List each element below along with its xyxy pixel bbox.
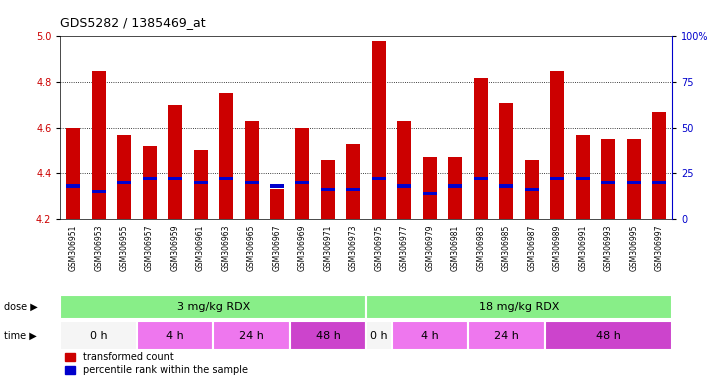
Text: GSM306973: GSM306973 [349,225,358,271]
Bar [525,160,539,219]
Bar [392,321,468,350]
Text: 4 h: 4 h [421,331,439,341]
Bar [366,321,392,350]
Text: GSM306965: GSM306965 [247,225,256,271]
Bar [219,177,233,180]
Text: 18 mg/kg RDX: 18 mg/kg RDX [479,302,560,312]
Text: time ▶: time ▶ [4,331,36,341]
Legend: transformed count, percentile rank within the sample: transformed count, percentile rank withi… [65,353,248,375]
Text: dose ▶: dose ▶ [4,302,37,312]
Text: GSM306993: GSM306993 [604,225,613,271]
Bar [652,181,666,184]
Bar [576,177,589,180]
Bar [60,295,366,319]
Bar [397,184,412,188]
Text: GSM306981: GSM306981 [451,225,460,271]
Text: GSM306997: GSM306997 [655,225,663,271]
Bar [321,188,335,191]
Bar [193,181,208,184]
Bar [602,139,615,219]
Bar [270,189,284,219]
Text: 24 h: 24 h [239,331,264,341]
Bar [168,177,182,180]
Bar [296,128,309,219]
Bar [346,144,360,219]
Bar [468,321,545,350]
Text: GSM306989: GSM306989 [552,225,562,271]
Text: GSM306975: GSM306975 [375,225,383,271]
Bar [296,181,309,184]
Bar [626,139,641,219]
Text: GSM306987: GSM306987 [528,225,536,271]
Text: GSM306963: GSM306963 [222,225,230,271]
Text: 0 h: 0 h [90,331,107,341]
Bar [117,181,131,184]
Text: GSM306951: GSM306951 [69,225,77,271]
Bar [137,321,213,350]
Bar [245,121,259,219]
Bar [372,177,386,180]
Bar [270,184,284,188]
Bar [474,177,488,180]
Bar [117,134,131,219]
Bar [423,192,437,195]
Text: 48 h: 48 h [596,331,621,341]
Text: GSM306961: GSM306961 [196,225,205,271]
Bar [66,128,80,219]
Bar [423,157,437,219]
Bar [626,181,641,184]
Bar [474,78,488,219]
Bar [245,181,259,184]
Text: 3 mg/kg RDX: 3 mg/kg RDX [176,302,250,312]
Bar [576,134,589,219]
Text: GSM306959: GSM306959 [171,225,180,271]
Text: GSM306969: GSM306969 [298,225,307,271]
Text: GDS5282 / 1385469_at: GDS5282 / 1385469_at [60,16,206,29]
Text: GSM306953: GSM306953 [94,225,103,271]
Text: 48 h: 48 h [316,331,341,341]
Bar [143,146,156,219]
Text: GSM306985: GSM306985 [502,225,510,271]
Bar [143,177,156,180]
Text: 0 h: 0 h [370,331,387,341]
Text: GSM306971: GSM306971 [324,225,333,271]
Bar [372,41,386,219]
Text: GSM306967: GSM306967 [272,225,282,271]
Text: GSM306983: GSM306983 [476,225,486,271]
Text: GSM306977: GSM306977 [400,225,409,271]
Bar [499,184,513,188]
Bar [92,190,106,193]
Bar [321,160,335,219]
Bar [219,93,233,219]
Bar [213,321,290,350]
Bar [602,181,615,184]
Text: GSM306995: GSM306995 [629,225,638,271]
Bar [366,295,672,319]
Bar [550,177,565,180]
Bar [168,105,182,219]
Bar [652,112,666,219]
Bar [550,71,565,219]
Bar [193,151,208,219]
Bar [545,321,672,350]
Bar [66,184,80,188]
Text: 4 h: 4 h [166,331,184,341]
Bar [449,157,462,219]
Bar [397,121,412,219]
Bar [60,321,137,350]
Bar [346,188,360,191]
Text: 24 h: 24 h [494,331,519,341]
Bar [290,321,366,350]
Bar [499,103,513,219]
Text: GSM306991: GSM306991 [578,225,587,271]
Bar [525,188,539,191]
Text: GSM306955: GSM306955 [119,225,129,271]
Text: GSM306957: GSM306957 [145,225,154,271]
Bar [92,71,106,219]
Text: GSM306979: GSM306979 [425,225,434,271]
Bar [449,184,462,188]
